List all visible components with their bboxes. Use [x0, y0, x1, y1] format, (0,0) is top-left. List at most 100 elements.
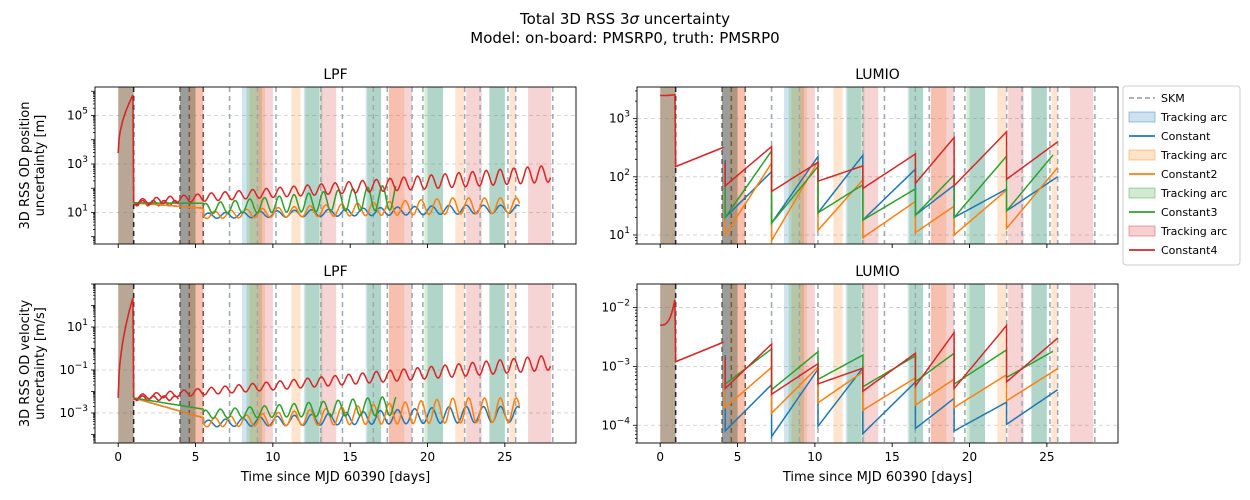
tracking-arc-green	[966, 87, 985, 244]
tracking-arc-orange	[187, 87, 204, 244]
tracking-arc-green	[424, 87, 443, 244]
tracking-arc-orange	[729, 284, 746, 443]
legend-handle-patch	[1128, 225, 1156, 237]
tracking-arc-red	[320, 284, 337, 443]
x-tick-label: 25	[1039, 450, 1054, 464]
tracking-arc-red	[195, 87, 204, 244]
series-initial	[660, 299, 724, 363]
tracking-arc-orange	[249, 284, 266, 443]
legend-label: Constant3	[1161, 206, 1217, 219]
tracking-arc-red	[195, 284, 204, 443]
tracking-arc-grey	[180, 284, 196, 443]
x-tick-label: 10	[807, 450, 822, 464]
tracking-arc-red	[737, 284, 746, 443]
tracking-arc-orange	[997, 87, 1007, 244]
tracking-arc-green	[847, 87, 865, 244]
tracking-arc-blue	[180, 284, 196, 443]
plot-content	[117, 87, 554, 244]
tracking-arc-green	[909, 87, 924, 244]
y-tick-label: 10−4	[601, 416, 630, 432]
tracking-arc-red	[257, 87, 273, 244]
series-line-constant4	[133, 355, 552, 401]
tracking-arc-blue	[845, 87, 862, 244]
tracking-arc-orange	[997, 284, 1007, 443]
series-line-constant4	[133, 165, 552, 206]
legend-handle-patch	[1128, 149, 1156, 161]
axes-frame	[636, 86, 1119, 245]
x-tick-label: 0	[656, 450, 664, 464]
series-line-constant3	[724, 347, 1054, 392]
tracking-arc-blue	[303, 87, 320, 244]
series-line-constant2	[724, 359, 1059, 416]
axes-lpf-velocity: 0 5 10 15 20 25 10−3 10−1 101 LPF 3D RSS OD veloci…	[18, 264, 577, 485]
tracking-arc-green	[909, 284, 924, 443]
tracking-arc-green	[1031, 284, 1047, 443]
y-tick-label: 101	[609, 226, 630, 242]
tracking-arc-red	[930, 284, 955, 443]
tracking-arc-red	[799, 284, 815, 443]
series-line-constant2	[133, 197, 521, 220]
y-tick-label: 103	[67, 155, 88, 171]
tracking-arc-blue	[969, 284, 985, 443]
tracking-arc-red	[1070, 284, 1094, 443]
tracking-arc-blue	[1031, 87, 1047, 244]
tracking-arc-grey	[180, 87, 196, 244]
figure-subtitle: Model: on-board: PMSRP0, truth: PMSRP0	[470, 29, 779, 47]
y-tick-label: 10−3	[601, 357, 630, 373]
y-tick-label: 101	[67, 318, 88, 334]
series-line-constant3	[724, 148, 1054, 226]
tracking-arc-red	[1008, 284, 1024, 443]
tracking-arc-red	[528, 284, 552, 443]
axes-title: LPF	[323, 67, 347, 83]
tracking-arc-grey	[118, 284, 134, 443]
tracking-arc-orange	[291, 87, 301, 244]
tracking-arc-green	[847, 284, 865, 443]
plot-content	[660, 87, 1096, 244]
legend-label: SKM	[1161, 92, 1185, 105]
y-tick-label: 102	[609, 168, 630, 184]
tracking-arc-red	[528, 87, 552, 244]
legend-label: Constant2	[1161, 168, 1217, 181]
plot-content	[660, 284, 1096, 443]
tracking-arc-green	[305, 87, 323, 244]
x-tick-label: 20	[420, 450, 435, 464]
legend-label: Tracking arc	[1160, 111, 1227, 124]
legend-box	[1122, 85, 1241, 266]
legend: SKM Tracking arc Constant Tracking arc Const…	[1122, 85, 1241, 266]
tracking-arc-red	[388, 87, 413, 244]
tracking-arc-red	[1008, 87, 1024, 244]
y-tick-label: 101	[67, 203, 88, 219]
tracking-arc-orange	[930, 87, 947, 244]
series-line-constant	[724, 153, 1059, 226]
legend-label: Constant4	[1161, 244, 1217, 257]
tracking-arc-red	[466, 87, 482, 244]
axes-frame	[94, 86, 577, 245]
tracking-arc-grey	[660, 284, 676, 443]
tracking-arc-blue	[845, 284, 862, 443]
tracking-arc-orange	[1051, 87, 1058, 244]
tracking-arc-blue	[783, 87, 800, 244]
tracking-arc-orange	[930, 284, 947, 443]
series-initial	[660, 93, 724, 168]
axes-title: LUMIO	[855, 264, 900, 280]
tracking-arc-orange	[455, 284, 465, 443]
x-tick-label: 20	[962, 450, 977, 464]
tracking-arc-grey	[660, 87, 676, 244]
plot-area	[95, 87, 576, 244]
x-tick-label: 15	[343, 450, 358, 464]
x-tick-label: 25	[497, 450, 512, 464]
tracking-arc-red	[320, 87, 337, 244]
tracking-arc-orange	[833, 284, 843, 443]
tracking-arc-blue	[1031, 284, 1047, 443]
axes-title: LUMIO	[855, 67, 900, 83]
tracking-arc-red	[799, 87, 815, 244]
x-axis-label: Time since MJD 60390 [days]	[240, 470, 430, 485]
x-tick-label: 5	[734, 450, 742, 464]
plot-content	[117, 284, 554, 443]
series-line-constant	[724, 355, 1059, 440]
axes-title: LPF	[323, 264, 347, 280]
tracking-arc-red	[257, 284, 273, 443]
y-tick-label: 103	[609, 110, 630, 126]
x-tick-label: 0	[114, 450, 122, 464]
tracking-arc-orange	[291, 284, 301, 443]
